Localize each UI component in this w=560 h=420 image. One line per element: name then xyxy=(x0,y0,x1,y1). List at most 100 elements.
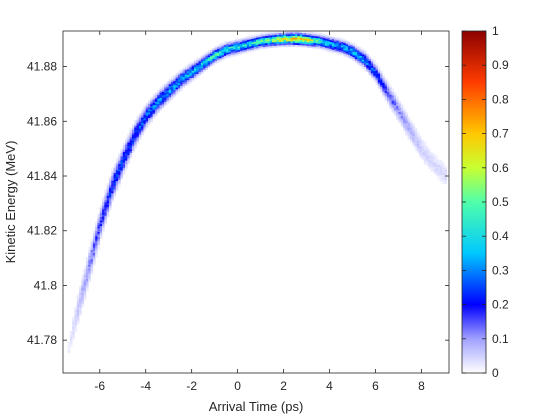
heatmap-cell xyxy=(366,69,369,73)
heatmap-cell xyxy=(113,195,117,198)
heatmap-cell xyxy=(396,107,399,110)
heatmap-cell xyxy=(382,95,385,98)
heatmap-cell xyxy=(439,161,443,164)
heatmap-cell xyxy=(92,261,96,264)
heatmap-cell xyxy=(69,331,73,334)
heatmap-cell xyxy=(396,109,399,112)
heatmap-cell xyxy=(125,167,128,170)
heatmap-cell xyxy=(419,148,422,151)
heatmap-cell xyxy=(102,223,105,226)
heatmap-cell xyxy=(338,39,342,42)
heatmap-cell xyxy=(426,163,429,166)
heatmap-cell xyxy=(354,46,358,49)
heatmap-cell xyxy=(437,168,441,171)
heatmap-cell xyxy=(352,44,356,47)
heatmap-cell xyxy=(173,77,176,80)
heatmap-cell xyxy=(115,187,119,190)
heatmap-cell xyxy=(150,105,153,108)
heatmap-cell xyxy=(131,148,135,151)
heatmap-cell xyxy=(120,157,124,160)
heatmap-cell xyxy=(244,38,248,41)
heatmap-cell xyxy=(412,144,415,147)
heatmap-cell xyxy=(97,228,101,231)
heatmap-cell xyxy=(304,41,307,44)
heatmap-cell xyxy=(409,120,413,123)
heatmap-cell xyxy=(90,246,94,249)
heatmap-cell xyxy=(115,159,119,162)
heatmap-cell xyxy=(72,321,75,324)
heatmap-cell xyxy=(334,46,337,49)
heatmap-cell xyxy=(175,80,179,83)
heatmap-cell xyxy=(120,168,124,171)
heatmap-cell xyxy=(389,85,392,88)
heatmap-cell xyxy=(95,228,98,231)
heatmap-cell xyxy=(421,143,425,146)
heatmap-cell xyxy=(322,43,326,46)
heatmap-cell xyxy=(92,257,96,261)
heatmap-cell xyxy=(276,43,280,46)
heatmap-cell xyxy=(260,41,264,44)
heatmap-cell xyxy=(118,183,121,186)
heatmap-cell xyxy=(196,63,199,66)
heatmap-cell xyxy=(347,52,351,55)
heatmap-cell xyxy=(131,147,135,150)
heatmap-cell xyxy=(193,59,197,62)
heatmap-cell xyxy=(196,59,199,62)
heatmap-cell xyxy=(258,42,261,45)
heatmap-cell xyxy=(125,156,128,159)
heatmap-cell xyxy=(416,131,420,134)
heatmap-cell xyxy=(81,283,84,286)
heatmap-cell xyxy=(301,41,305,44)
heatmap-cell xyxy=(212,48,215,51)
heatmap-cell xyxy=(249,40,252,43)
heatmap-cell xyxy=(393,97,397,100)
heatmap-cell xyxy=(386,91,390,94)
heatmap-cell xyxy=(120,170,124,173)
heatmap-cell xyxy=(403,115,406,118)
heatmap-cell xyxy=(164,90,167,93)
heatmap-cell xyxy=(203,69,206,72)
heatmap-cell xyxy=(246,41,250,44)
heatmap-cell xyxy=(104,196,107,199)
heatmap-cell xyxy=(251,49,254,52)
heatmap-cell xyxy=(115,178,119,182)
heatmap-cell xyxy=(83,275,87,278)
heatmap-cell xyxy=(361,54,365,57)
heatmap-cell xyxy=(99,216,103,219)
heatmap-cell xyxy=(334,48,337,51)
heatmap-cell xyxy=(159,88,163,91)
heatmap-cell xyxy=(106,195,110,198)
heatmap-cell xyxy=(407,132,411,135)
heatmap-cell xyxy=(125,154,128,158)
heatmap-cell xyxy=(373,61,376,64)
heatmap-cell xyxy=(407,127,411,130)
heatmap-cell xyxy=(357,59,360,62)
heatmap-cell xyxy=(122,146,126,149)
heatmap-cell xyxy=(184,83,188,86)
heatmap-cell xyxy=(118,160,121,163)
heatmap-cell xyxy=(384,96,388,99)
heatmap-cell xyxy=(393,113,397,116)
heatmap-cell xyxy=(216,45,220,48)
heatmap-cell xyxy=(428,163,431,166)
heatmap-cell xyxy=(343,46,346,49)
heatmap-cell xyxy=(366,53,369,57)
heatmap-cell xyxy=(189,74,192,77)
heatmap-cell xyxy=(260,45,264,48)
heatmap-cell xyxy=(177,86,181,89)
heatmap-cell xyxy=(157,103,160,106)
heatmap-cell xyxy=(104,219,107,222)
heatmap-cell xyxy=(357,62,360,65)
heatmap-cell xyxy=(76,313,80,316)
heatmap-cell xyxy=(276,45,280,48)
heatmap-cell xyxy=(272,45,275,48)
heatmap-cell xyxy=(161,84,165,87)
heatmap-cell xyxy=(67,350,71,354)
heatmap-cell xyxy=(189,68,192,72)
heatmap-cell xyxy=(90,271,94,274)
heatmap-cell xyxy=(272,36,275,39)
heatmap-cell xyxy=(437,166,441,169)
heatmap-cell xyxy=(341,39,344,42)
heatmap-cell xyxy=(396,100,399,103)
heatmap-cell xyxy=(148,101,151,104)
